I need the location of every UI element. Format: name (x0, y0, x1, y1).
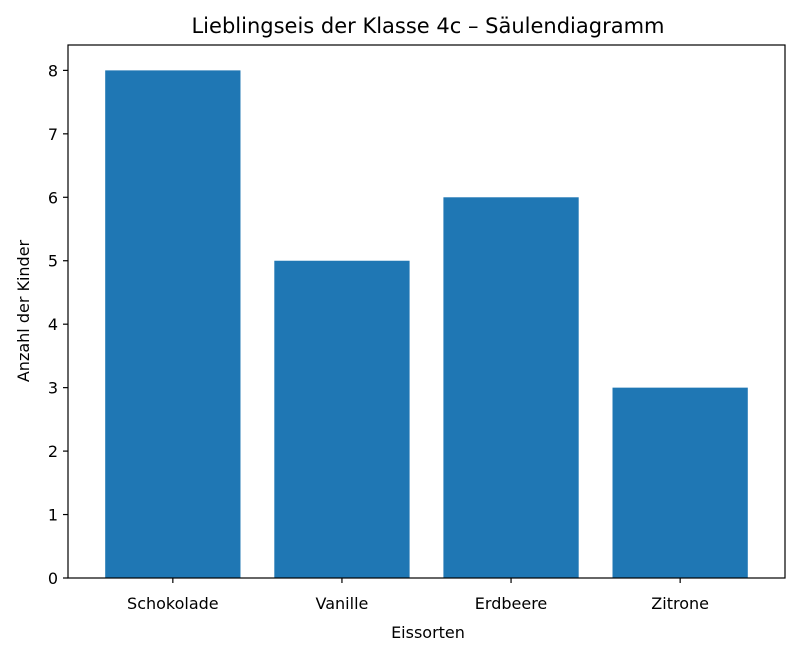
y-tick-label: 2 (48, 442, 58, 461)
y-tick-label: 7 (48, 125, 58, 144)
y-tick-label: 5 (48, 252, 58, 271)
plot-frame (67, 44, 786, 579)
bars-group (105, 70, 748, 579)
x-tick-label: Zitrone (651, 594, 709, 613)
bar-vanille (274, 260, 410, 578)
y-axis-label: Anzahl der Kinder (14, 239, 33, 382)
bar-zitrone (612, 387, 748, 578)
x-tick-label: Vanille (316, 594, 369, 613)
y-tick-label: 1 (48, 506, 58, 525)
x-axis-ticks: Schokolade Vanille Erdbeere Zitrone (127, 578, 709, 613)
x-tick-label: Erdbeere (475, 594, 547, 613)
y-tick-label: 3 (48, 379, 58, 398)
y-tick-label: 6 (48, 188, 58, 207)
bar-erdbeere (443, 197, 579, 579)
y-axis-ticks: 0 1 2 3 4 5 6 7 8 (48, 61, 68, 588)
x-tick-label: Schokolade (127, 594, 219, 613)
y-tick-label: 8 (48, 61, 58, 80)
y-tick-label: 0 (48, 569, 58, 588)
x-axis-label: Eissorten (391, 623, 465, 642)
chart-title: Lieblingseis der Klasse 4c – Säulendiagr… (191, 14, 664, 38)
bar-schokolade (105, 70, 241, 578)
y-tick-label: 4 (48, 315, 58, 334)
